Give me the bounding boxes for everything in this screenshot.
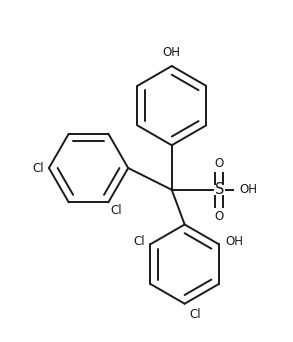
Text: Cl: Cl	[32, 161, 44, 174]
Text: Cl: Cl	[110, 204, 122, 217]
Text: Cl: Cl	[190, 308, 201, 321]
Text: S: S	[214, 182, 224, 197]
Text: O: O	[215, 157, 224, 170]
Text: OH: OH	[225, 235, 243, 248]
Text: Cl: Cl	[134, 235, 145, 248]
Text: O: O	[215, 210, 224, 223]
Text: OH: OH	[239, 183, 257, 196]
Text: OH: OH	[163, 46, 181, 59]
